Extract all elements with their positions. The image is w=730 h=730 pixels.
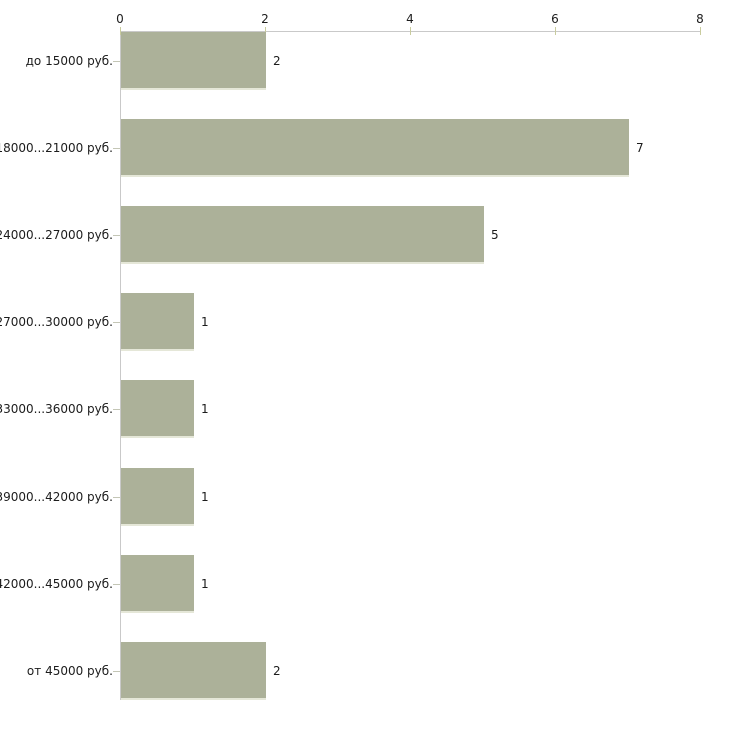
value-label: 5	[491, 228, 499, 242]
value-label: 1	[201, 402, 209, 416]
value-label: 7	[636, 141, 644, 155]
category-label: 33000...36000 руб.	[0, 402, 113, 416]
category-label: 24000...27000 руб.	[0, 228, 113, 242]
x-tick-label: 0	[116, 12, 124, 26]
y-tick-mark	[113, 409, 120, 410]
x-tick-label: 8	[696, 12, 704, 26]
category-label: 39000...42000 руб.	[0, 490, 113, 504]
category-label: до 15000 руб.	[25, 54, 113, 68]
value-label: 1	[201, 490, 209, 504]
bar	[121, 642, 266, 700]
bar	[121, 206, 484, 264]
bar	[121, 293, 194, 351]
category-label: 18000...21000 руб.	[0, 141, 113, 155]
y-tick-mark	[113, 235, 120, 236]
x-tick-mark	[410, 27, 411, 35]
y-tick-mark	[113, 322, 120, 323]
category-label: 42000...45000 руб.	[0, 577, 113, 591]
bar	[121, 119, 629, 177]
x-tick-label: 4	[406, 12, 414, 26]
value-label: 2	[273, 664, 281, 678]
value-label: 2	[273, 54, 281, 68]
y-axis-line	[120, 31, 121, 700]
category-label: от 45000 руб.	[26, 664, 113, 678]
y-tick-mark	[113, 497, 120, 498]
bar	[121, 468, 194, 526]
bar	[121, 32, 266, 90]
bar	[121, 555, 194, 613]
x-tick-label: 6	[551, 12, 559, 26]
x-tick-mark	[265, 27, 266, 35]
x-tick-label: 2	[261, 12, 269, 26]
bar	[121, 380, 194, 438]
value-label: 1	[201, 577, 209, 591]
value-label: 1	[201, 315, 209, 329]
y-tick-mark	[113, 61, 120, 62]
y-tick-mark	[113, 584, 120, 585]
y-tick-mark	[113, 148, 120, 149]
y-tick-mark	[113, 671, 120, 672]
x-tick-mark	[120, 27, 121, 35]
category-label: 27000...30000 руб.	[0, 315, 113, 329]
x-tick-mark	[555, 27, 556, 35]
x-tick-mark	[700, 27, 701, 35]
